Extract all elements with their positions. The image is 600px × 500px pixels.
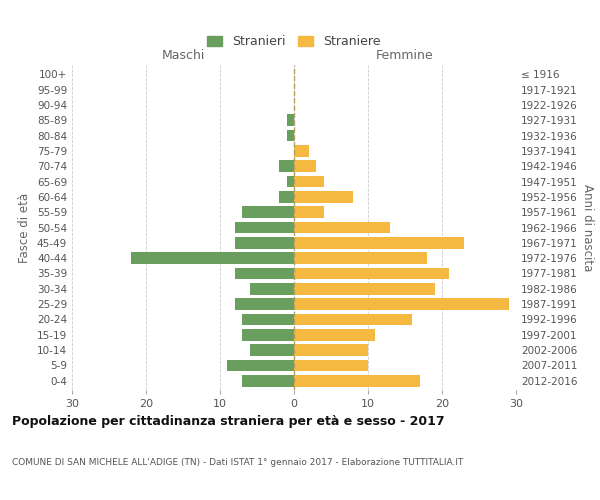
Bar (294, 237, 464, 248)
Bar (287, 176, 294, 188)
Bar (235, 222, 294, 233)
Bar (279, 160, 294, 172)
Bar (294, 160, 316, 172)
Text: COMUNE DI SAN MICHELE ALL'ADIGE (TN) - Dati ISTAT 1° gennaio 2017 - Elaborazione: COMUNE DI SAN MICHELE ALL'ADIGE (TN) - D… (12, 458, 463, 467)
Bar (235, 268, 294, 279)
Bar (250, 283, 294, 294)
Bar (294, 252, 427, 264)
Text: Femmine: Femmine (376, 49, 434, 62)
Bar (294, 206, 323, 218)
Bar (242, 206, 294, 218)
Bar (242, 329, 294, 340)
Y-axis label: Fasce di età: Fasce di età (19, 192, 31, 262)
Bar (131, 252, 294, 264)
Bar (287, 130, 294, 141)
Bar (242, 314, 294, 325)
Bar (294, 283, 434, 294)
Bar (294, 329, 376, 340)
Legend: Stranieri, Straniere: Stranieri, Straniere (207, 36, 381, 49)
Bar (227, 360, 294, 371)
Text: Popolazione per cittadinanza straniera per età e sesso - 2017: Popolazione per cittadinanza straniera p… (12, 415, 445, 428)
Bar (294, 176, 323, 188)
Bar (294, 145, 309, 156)
Bar (294, 375, 420, 386)
Bar (235, 298, 294, 310)
Bar (242, 375, 294, 386)
Bar (294, 191, 353, 202)
Text: Maschi: Maschi (161, 49, 205, 62)
Bar (294, 298, 509, 310)
Y-axis label: Anni di nascita: Anni di nascita (581, 184, 594, 271)
Bar (279, 191, 294, 202)
Bar (294, 222, 390, 233)
Bar (287, 114, 294, 126)
Bar (294, 344, 368, 356)
Bar (235, 237, 294, 248)
Bar (294, 314, 412, 325)
Bar (250, 344, 294, 356)
Bar (294, 268, 449, 279)
Bar (294, 360, 368, 371)
